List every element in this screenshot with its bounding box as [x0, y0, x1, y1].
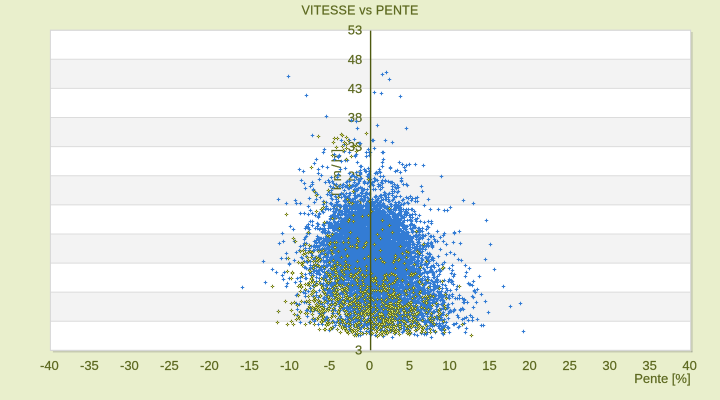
svg-text:25: 25 [562, 358, 576, 373]
svg-text:-20: -20 [200, 358, 219, 373]
svg-text:43: 43 [348, 81, 362, 96]
svg-text:VITESSE vs PENTE: VITESSE vs PENTE [301, 4, 418, 18]
svg-text:-5: -5 [324, 358, 336, 373]
svg-text:-10: -10 [280, 358, 299, 373]
svg-text:-30: -30 [120, 358, 139, 373]
svg-text:Pente [%]: Pente [%] [634, 371, 690, 386]
svg-text:10: 10 [442, 358, 456, 373]
svg-text:15: 15 [482, 358, 496, 373]
svg-text:38: 38 [348, 110, 362, 125]
svg-text:53: 53 [348, 23, 362, 38]
svg-text:3: 3 [355, 342, 362, 357]
svg-text:5: 5 [406, 358, 413, 373]
svg-text:-15: -15 [240, 358, 259, 373]
svg-text:40: 40 [682, 358, 696, 373]
svg-text:48: 48 [348, 52, 362, 67]
svg-text:-25: -25 [160, 358, 179, 373]
svg-text:0: 0 [366, 358, 373, 373]
svg-text:-40: -40 [40, 358, 59, 373]
svg-text:35: 35 [642, 358, 656, 373]
svg-text:30: 30 [602, 358, 616, 373]
svg-text:-35: -35 [80, 358, 99, 373]
svg-text:20: 20 [522, 358, 536, 373]
